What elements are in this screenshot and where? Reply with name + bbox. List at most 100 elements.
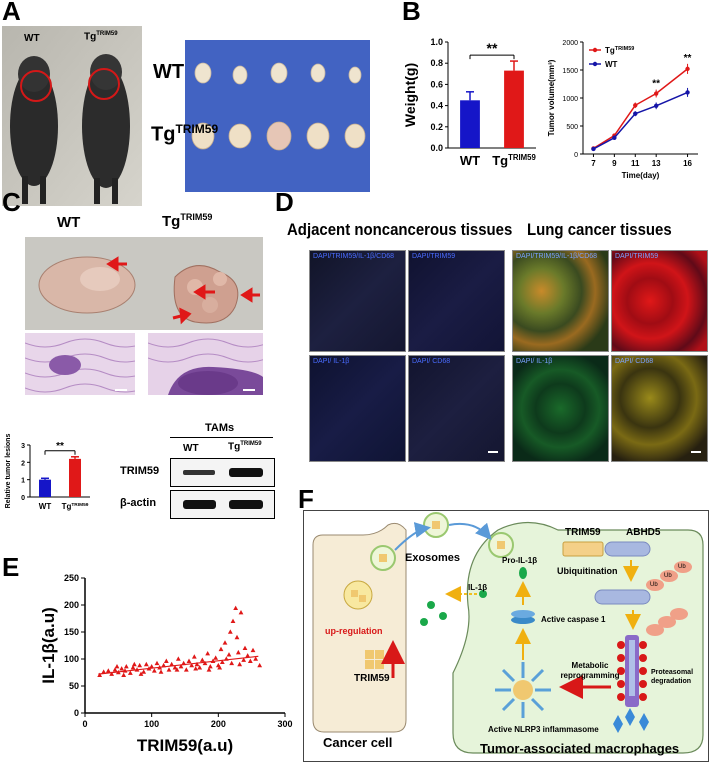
row-tg-text: Tg	[151, 123, 176, 146]
x-tick-label: 16	[683, 159, 692, 168]
data-point	[685, 66, 690, 72]
data-point	[247, 658, 253, 663]
data-point	[633, 111, 638, 116]
tumors-image	[185, 40, 370, 192]
data-point	[257, 662, 263, 668]
data-point	[149, 663, 155, 669]
data-point	[238, 609, 244, 615]
data-point	[119, 666, 125, 671]
trend-line	[98, 655, 259, 675]
significance-mark: **	[56, 441, 64, 452]
y-tick-label: 2	[21, 460, 25, 467]
weight-bar-chart: 0.0 0.2 0.4 0.6 0.8 1.0 WT TgTRIM59 ** Weight(g)	[402, 37, 536, 168]
data-point	[202, 660, 208, 666]
data-point	[193, 666, 199, 671]
mechanism-diagram	[303, 510, 709, 762]
data-point	[229, 660, 235, 666]
f-upreg: up-regulation	[325, 626, 383, 636]
data-point	[151, 668, 157, 673]
y-axis-label: Relative tumor lesions	[5, 434, 12, 509]
legend-sup: TRIM59	[615, 46, 635, 52]
blot-band-actin	[170, 490, 275, 519]
histology-tg	[148, 333, 263, 395]
category-label: TgTRIM59	[492, 153, 536, 168]
x-axis-label: Time(day)	[622, 171, 660, 180]
panel-a-label: A	[2, 0, 21, 26]
data-point	[141, 669, 147, 674]
f-exosomes: Exosomes	[405, 552, 461, 564]
histology-tg-image	[148, 333, 263, 395]
data-point	[121, 672, 127, 677]
x-axis-label: TRIM59(a.u)	[137, 736, 233, 755]
tumors-photo	[185, 40, 370, 192]
y-tick-label: 0	[74, 708, 79, 718]
data-point	[230, 618, 236, 623]
data-point	[109, 671, 115, 676]
tile-il-text-2: DAPI/ IL-1β	[516, 358, 553, 365]
mouse-tg-sup: TRIM59	[96, 31, 118, 37]
tile-cd-text: DAPI/ CD68	[412, 358, 451, 365]
series-line	[593, 68, 689, 150]
legend-marker	[592, 61, 598, 67]
f-ub-2: Ub	[664, 573, 672, 579]
data-point	[178, 663, 184, 669]
tile-adjacent-merge: DAPI/TRIM59/IL-1β/CD68	[309, 250, 406, 352]
row-wt-label: WT	[153, 61, 185, 83]
panel-c-label: C	[2, 187, 21, 217]
bar	[69, 458, 81, 497]
x-tick-label: 13	[652, 159, 661, 168]
y-tick-label: 1.0	[430, 37, 443, 47]
f-cancer-trim59: TRIM59	[354, 673, 390, 684]
d-title-right: Lung cancer tissues	[527, 220, 672, 239]
f-pro-il1b: Pro-IL-1β	[502, 556, 538, 565]
data-point	[112, 667, 118, 672]
data-point	[234, 634, 240, 640]
y-tick-label: 50	[69, 681, 79, 691]
data-point	[101, 669, 107, 674]
blot-band-trim59	[170, 458, 275, 487]
data-point	[105, 668, 111, 673]
y-tick-label: 1	[21, 478, 25, 485]
lung-image	[25, 237, 263, 330]
y-tick-label: 0.8	[430, 58, 443, 68]
y-tick-label: 150	[64, 627, 79, 637]
row-tg-sup: TRIM59	[175, 122, 219, 136]
il1b-trim59-scatter: 0 50 100 150 200 250 0 100 200 300 TRIM59(a.u) IL-1…	[40, 573, 293, 755]
f-abhd5: ABHD5	[626, 527, 661, 538]
x-tick-label: 7	[591, 159, 596, 168]
tile-adjacent-il: DAPI/ IL-1β	[309, 355, 406, 462]
tumor-volume-line-chart: 0 500 1000 1500 2000 7 9 11 13 16 ** ** TgTRIM59 WT Ti…	[547, 40, 698, 180]
data-point	[250, 647, 256, 653]
data-point	[218, 646, 224, 652]
data-point	[612, 135, 617, 140]
data-point	[233, 605, 239, 611]
data-point	[174, 667, 180, 672]
data-point	[207, 663, 213, 669]
panel-e-label: E	[2, 552, 20, 582]
category-label: WT	[460, 153, 480, 168]
data-point	[241, 657, 247, 662]
mouse-tg-text: Tg	[84, 31, 97, 43]
f-ub-1: Ub	[650, 582, 658, 588]
category-sup: TRIM59	[508, 153, 536, 162]
y-tick-label: 250	[64, 573, 79, 583]
data-point	[253, 656, 259, 661]
data-point	[194, 661, 200, 667]
data-point	[237, 661, 243, 667]
significance-mark: **	[684, 53, 692, 64]
data-point	[123, 663, 129, 669]
data-point	[591, 146, 596, 152]
blot-col-tg: TgTRIM59	[228, 441, 262, 452]
f-ub-3: Ub	[678, 564, 686, 570]
f-ubiquitination: Ubiquitination	[557, 566, 618, 576]
mouse-tg-label: TgTRIM59	[84, 31, 118, 42]
y-tick-label: 0	[574, 152, 578, 159]
y-tick-label: 200	[64, 600, 79, 610]
tile-cancer-cd: DAPI/ CD68	[611, 355, 708, 462]
x-tick-label: 9	[612, 159, 617, 168]
tile-trim-text-2: DAPI/TRIM59	[615, 253, 659, 260]
x-tick-label: 100	[144, 719, 159, 729]
y-axis-label: IL-1β(a.u)	[40, 607, 58, 683]
x-tick-label: 200	[211, 719, 226, 729]
data-point	[245, 653, 251, 658]
